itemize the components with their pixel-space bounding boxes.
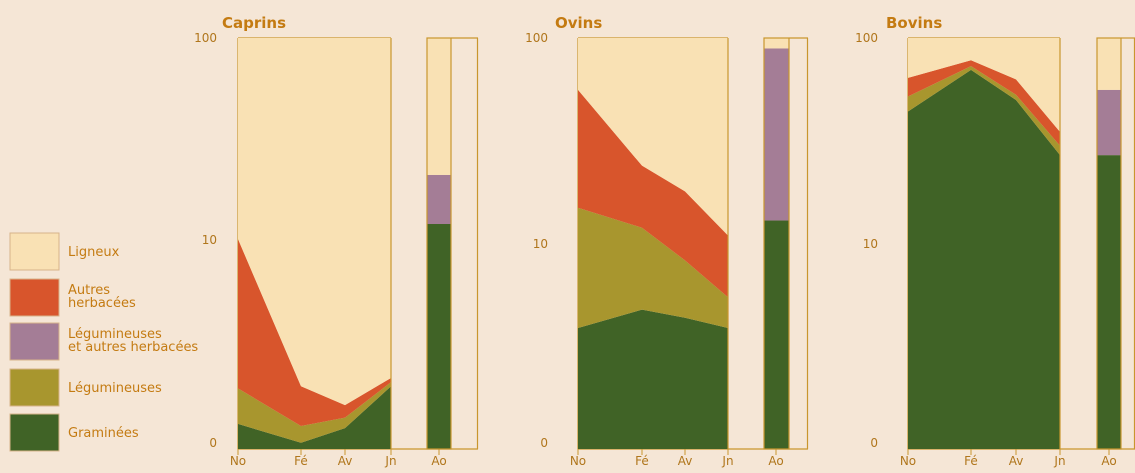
y-tick-label: 10: [533, 237, 548, 251]
x-tick-label: No: [900, 454, 916, 468]
y-tick-label: 0: [540, 436, 548, 450]
bar-segment-1: [1097, 89, 1121, 156]
area-legumineuses: [238, 382, 391, 443]
area-autres-herbacees: [578, 89, 728, 298]
area-autres-herbacees: [908, 60, 1060, 146]
x-tick-label: Ao: [431, 454, 446, 468]
chart-title: Ovins: [555, 14, 602, 32]
y-tick-label: 10: [863, 237, 878, 251]
x-tick-label: Jn: [721, 454, 733, 468]
y-tick-label: 100: [194, 31, 217, 45]
x-tick-label: Av: [1009, 454, 1024, 468]
x-tick-label: Ao: [768, 454, 783, 468]
bar-segment-0: [1097, 155, 1121, 449]
x-tick-label: No: [570, 454, 586, 468]
legend-label-legautres: et autres herbacées: [68, 340, 198, 355]
legend-label-ligneux: Ligneux: [68, 245, 120, 260]
chart-title: Caprins: [222, 14, 286, 32]
legend-swatch-gram: [9, 413, 60, 452]
bar-segment-2: [764, 38, 789, 49]
x-tick-label: Jn: [1053, 454, 1065, 468]
x-tick-label: Jn: [384, 454, 396, 468]
bar-segment-2: [427, 38, 451, 175]
chart-title: Bovins: [886, 14, 942, 32]
legend-label-legautres: Légumineuses: [68, 327, 162, 342]
legend-label-legum: Légumineuses: [68, 381, 162, 396]
area-legumineuses: [908, 66, 1060, 156]
y-tick-label: 100: [525, 31, 548, 45]
x-tick-label: Fé: [964, 454, 978, 468]
legend-label-gram: Graminées: [68, 426, 139, 441]
area-graminees: [908, 69, 1060, 450]
x-tick-label: Av: [678, 454, 693, 468]
bar-segment-2: [1097, 38, 1121, 90]
area-ligneux: [578, 38, 728, 236]
legend-label-autres: herbacées: [68, 296, 136, 311]
legend-label-autres: Autres: [68, 283, 110, 298]
area-ligneux: [238, 38, 391, 406]
bar-segment-0: [427, 224, 451, 449]
legend-swatch-legum: [9, 368, 60, 407]
area-autres-herbacees: [238, 239, 391, 427]
legend-swatch-ligneux: [9, 232, 60, 271]
y-tick-label: 100: [855, 31, 878, 45]
y-tick-label: 0: [209, 436, 217, 450]
area-graminees: [238, 386, 391, 449]
y-tick-label: 0: [870, 436, 878, 450]
area-legumineuses: [578, 207, 728, 329]
bar-segment-0: [764, 220, 789, 449]
y-tick-label: 10: [202, 233, 217, 247]
x-tick-label: Fé: [294, 454, 308, 468]
bar-segment-1: [764, 48, 789, 221]
x-tick-label: Av: [338, 454, 353, 468]
area-ligneux: [908, 38, 1060, 132]
legend-swatch-legautres: [9, 322, 60, 361]
legend-swatch-autres: [9, 278, 60, 317]
x-tick-label: No: [230, 454, 246, 468]
x-tick-label: Fé: [635, 454, 649, 468]
bar-segment-1: [427, 174, 451, 225]
x-tick-label: Ao: [1101, 454, 1116, 468]
area-graminees: [578, 309, 728, 449]
